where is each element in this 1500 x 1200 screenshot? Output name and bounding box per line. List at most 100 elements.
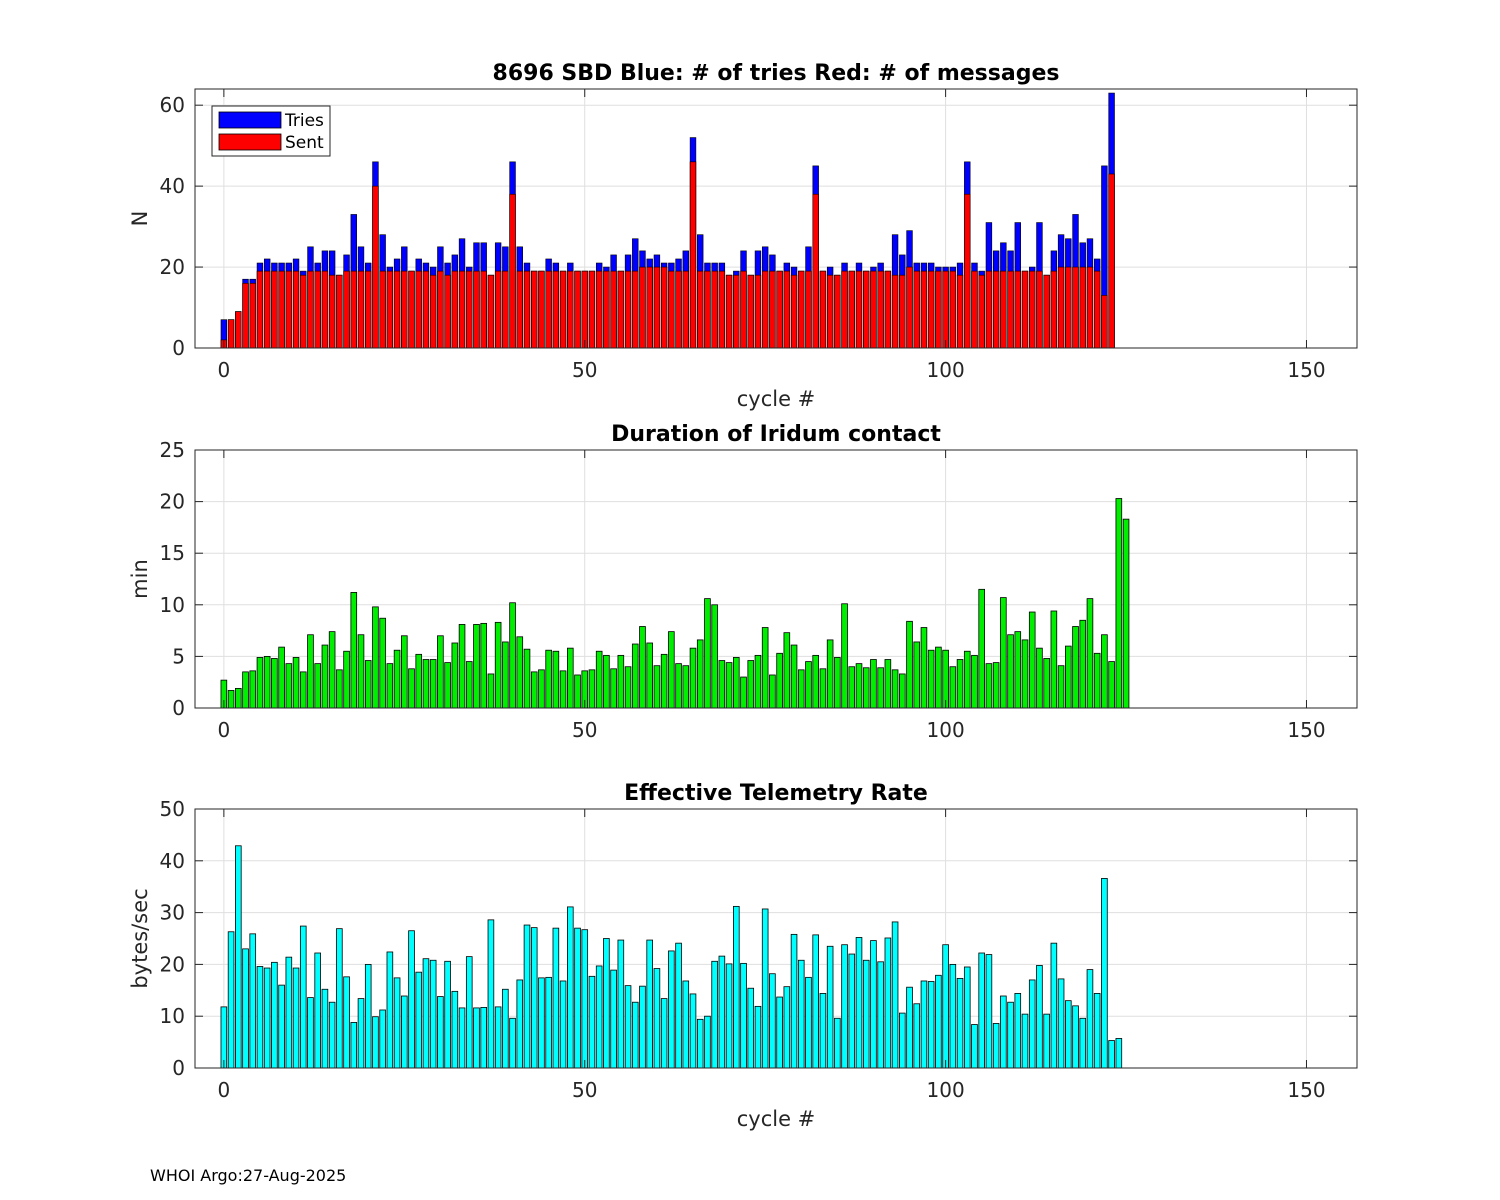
bar — [552, 927, 560, 1069]
bar — [1079, 1017, 1087, 1069]
bar — [805, 661, 812, 709]
bar-sent — [372, 185, 379, 349]
bar — [386, 951, 394, 1069]
bar — [783, 632, 791, 709]
bar — [538, 977, 545, 1069]
y-tick-label: 5 — [172, 644, 185, 668]
bar-sent — [422, 270, 430, 349]
bar — [668, 950, 675, 1069]
bar — [841, 603, 848, 709]
bar — [812, 654, 819, 709]
bar-sent — [935, 270, 942, 349]
bar — [1021, 639, 1029, 709]
bar — [956, 659, 964, 709]
bar — [935, 974, 942, 1069]
bar-sent — [379, 270, 386, 349]
bar-sent — [516, 270, 523, 349]
bar-sent — [603, 270, 610, 349]
bar — [1086, 969, 1094, 1069]
bar — [350, 1022, 358, 1069]
bar-sent — [884, 270, 892, 349]
bar — [805, 976, 812, 1069]
bar-sent — [697, 270, 704, 349]
telemetry-rate-chart: 0 50 100 150 0 10 20 30 40 50 Effective Telemetry … — [128, 781, 1358, 1131]
bar — [444, 960, 451, 1069]
x-tick-label: 150 — [1287, 358, 1325, 382]
chart-title: Duration of Iridum contact — [611, 422, 941, 447]
bar — [862, 959, 870, 1069]
bar — [263, 656, 271, 709]
bar — [776, 652, 783, 709]
bar — [523, 924, 531, 1069]
bar-sent — [595, 270, 603, 349]
bar-sent — [783, 270, 791, 349]
x-tick-label: 100 — [927, 358, 965, 382]
bar — [769, 674, 776, 709]
bar — [920, 627, 928, 709]
bar — [242, 948, 249, 1069]
bar — [595, 650, 603, 709]
bar — [906, 620, 913, 709]
bar — [595, 965, 603, 1069]
bar-sent — [675, 270, 682, 349]
bar-sent — [639, 266, 646, 349]
axes-box — [194, 88, 1358, 349]
bar — [444, 662, 451, 709]
bar-sent — [365, 270, 372, 349]
bar — [502, 988, 509, 1069]
bar — [372, 1016, 379, 1069]
y-tick-label: 10 — [160, 1004, 185, 1028]
axes-box — [194, 449, 1358, 709]
bar — [530, 671, 538, 709]
bar — [227, 931, 235, 1069]
axes-box — [194, 808, 1358, 1069]
bar — [336, 669, 343, 709]
bar — [639, 626, 646, 709]
bar-sent — [956, 274, 964, 349]
y-tick-label: 40 — [160, 849, 185, 873]
bar — [704, 1015, 711, 1069]
bar — [429, 959, 437, 1069]
bar — [1057, 978, 1065, 1069]
bar — [538, 669, 545, 709]
bar — [227, 690, 235, 709]
bar-sent — [588, 270, 596, 349]
bar — [415, 653, 423, 709]
bar — [379, 1009, 386, 1069]
x-tick-label: 50 — [572, 358, 597, 382]
bar — [826, 639, 834, 709]
bar-sent — [1021, 270, 1029, 349]
bar-sent — [1101, 295, 1108, 349]
bar-sent — [408, 270, 415, 349]
bar — [278, 984, 285, 1069]
bar-sent — [357, 270, 365, 349]
bar-sent — [660, 266, 668, 349]
bar-sent — [964, 193, 971, 349]
bar-sent — [1079, 266, 1086, 349]
bar — [285, 663, 293, 709]
bar — [718, 955, 726, 1069]
bar — [473, 624, 480, 709]
bar — [408, 930, 415, 1069]
bar-sent — [978, 274, 985, 349]
legend-label-sent: Sent — [285, 133, 324, 153]
y-tick-label: 0 — [172, 336, 185, 360]
bar-sent — [1007, 270, 1014, 349]
bar — [1101, 634, 1108, 709]
iridium-duration-chart: 0 50 100 150 0 5 10 15 20 25 Duration of Iridum co… — [128, 422, 1358, 742]
bar — [906, 986, 913, 1069]
bar — [220, 1006, 228, 1069]
bar-sent — [971, 270, 978, 349]
bar-sent — [466, 270, 473, 349]
bar — [1000, 597, 1007, 709]
bar — [725, 963, 733, 1069]
bar — [1021, 1013, 1029, 1069]
bar — [884, 937, 892, 1069]
bar — [841, 944, 848, 1069]
bar — [379, 617, 386, 709]
bar — [343, 976, 350, 1069]
y-tick-label: 25 — [160, 438, 185, 462]
x-axis-label: cycle # — [737, 387, 816, 411]
bar — [465, 956, 473, 1069]
bar — [1072, 1005, 1079, 1069]
